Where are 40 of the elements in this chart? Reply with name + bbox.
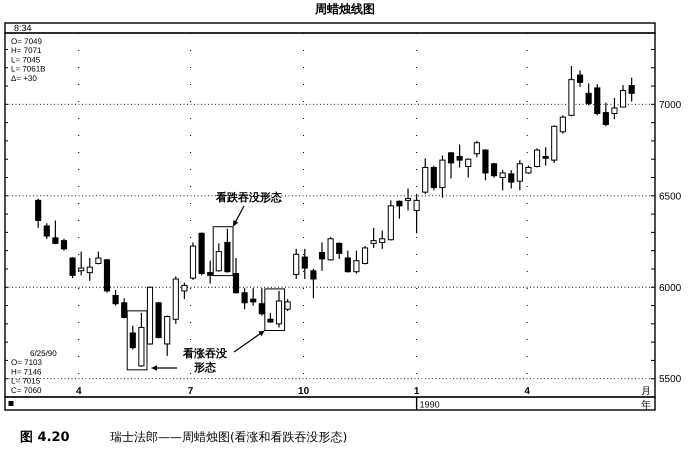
annotation: C= 7060 bbox=[11, 386, 42, 395]
candlestick bbox=[508, 170, 514, 190]
candlestick bbox=[130, 325, 136, 350]
y-tick-label: 5500 bbox=[659, 374, 682, 386]
candlestick bbox=[318, 242, 326, 272]
candlestick bbox=[379, 230, 386, 250]
y-tick-label: 6000 bbox=[659, 282, 682, 294]
candlestick bbox=[44, 222, 50, 240]
candlestick bbox=[207, 260, 214, 284]
y-tick-label: 7000 bbox=[659, 100, 682, 111]
candlestick bbox=[628, 77, 635, 102]
caption: 图 4.20 bbox=[20, 430, 70, 445]
annotation: 6/25/90 bbox=[30, 349, 58, 358]
text: 瑞士法郎——周蜡烛图(看涨和看跌吞没形态) bbox=[110, 430, 348, 444]
x-tick-label: 4 bbox=[76, 386, 82, 397]
annotation: O= 7049 bbox=[11, 37, 42, 46]
text: 1990 bbox=[420, 400, 440, 410]
x-tick-label: 7 bbox=[188, 386, 194, 397]
x-tick-label: 4 bbox=[524, 386, 530, 397]
annotation: H= 7146 bbox=[11, 367, 42, 376]
candlestick bbox=[86, 257, 93, 282]
candlestick bbox=[404, 188, 412, 212]
x-tick-label: 10 bbox=[298, 386, 310, 397]
x-tick-label: 1 bbox=[414, 386, 420, 397]
annotation: O= 7103 bbox=[11, 358, 42, 368]
candlestick bbox=[35, 198, 42, 228]
annotation: 看涨吞没形态 bbox=[182, 347, 228, 374]
annotation: 8:34 bbox=[14, 23, 32, 33]
x-axis-title: 月 bbox=[641, 386, 651, 397]
annotation: 看跌吞没形态 bbox=[215, 191, 283, 204]
chart-title: 周蜡烛线图 bbox=[314, 2, 375, 16]
annotation: L= 7045 bbox=[11, 55, 41, 64]
candlestick bbox=[516, 160, 523, 191]
candlestick bbox=[430, 165, 437, 191]
text: 年 bbox=[641, 399, 651, 411]
annotation: H= 7071 bbox=[11, 46, 42, 56]
annotation: L= 7061B bbox=[11, 64, 46, 74]
candlestick bbox=[293, 248, 300, 280]
y-tick-label: 6500 bbox=[659, 191, 682, 202]
annotation: Δ= +30 bbox=[11, 74, 38, 83]
